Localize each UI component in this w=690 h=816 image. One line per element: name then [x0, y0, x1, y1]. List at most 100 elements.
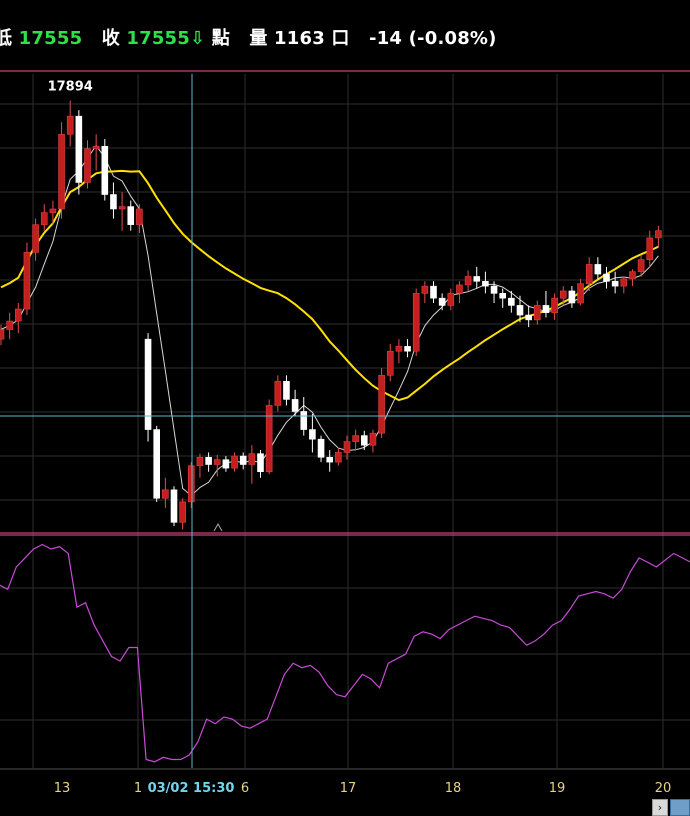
quote-summary: 低 17555 收 17555⇩ 點 量 1163 口 -14 (-0.08%): [0, 24, 497, 50]
candle-up: [49, 208, 57, 213]
candle-down: [430, 285, 437, 299]
candle-down: [473, 276, 481, 282]
x-tick-label: 13: [54, 781, 71, 796]
candle-down: [516, 305, 524, 316]
candle-down: [438, 297, 446, 306]
indicator-line: [0, 543, 690, 763]
event-marker-icon: [213, 522, 223, 532]
x-tick-label: 17: [340, 781, 357, 796]
candle-down: [257, 453, 264, 473]
candle-up: [248, 453, 256, 465]
candle-down: [611, 281, 619, 287]
candle-up: [40, 212, 48, 225]
candle-down: [542, 305, 550, 313]
x-axis: 13 1 6 17 18 19 20: [54, 781, 672, 796]
max-price-label: 17894: [48, 80, 93, 95]
x-tick-label: 1: [134, 781, 142, 796]
panel-frame: [0, 70, 690, 770]
grid-lines: [0, 74, 690, 768]
low-label: 低: [0, 28, 13, 49]
candle-up: [646, 237, 654, 260]
candle-down: [291, 399, 299, 412]
scrollbar-thumb[interactable]: [670, 799, 690, 816]
candle-down: [499, 293, 507, 299]
candle-down: [127, 206, 135, 225]
candle-up: [655, 230, 662, 239]
crosshair-time-box: [141, 778, 241, 796]
candle-up: [15, 308, 22, 322]
scroll-right-button[interactable]: ›: [652, 799, 668, 816]
price-change: -14 (-0.08%): [369, 28, 497, 49]
candle-up: [136, 208, 143, 225]
candle-up: [585, 264, 593, 285]
candle-down: [101, 146, 109, 195]
crosshair-time-label: 03/02 15:30: [148, 781, 235, 796]
volume-value: 1163: [274, 28, 325, 49]
candle-up: [265, 405, 273, 473]
candle-down: [110, 194, 117, 210]
candle-down: [525, 314, 532, 321]
candle-down: [326, 456, 334, 463]
candle-down: [239, 455, 247, 465]
candle-down: [283, 381, 290, 400]
price-panel: 17894: [0, 80, 662, 532]
candle-up: [92, 146, 100, 150]
candle-up: [0, 329, 5, 340]
quote-header: 低 17555 收 17555⇩ 點 量 1163 口 -14 (-0.08%): [0, 0, 690, 72]
candle-up: [577, 283, 584, 304]
candle-up: [213, 459, 221, 465]
candle-down: [603, 273, 610, 282]
candle-down: [309, 429, 316, 440]
candle-up: [162, 489, 169, 499]
x-tick-label: 18: [445, 781, 462, 796]
candle-up: [335, 452, 342, 463]
crosshair: 03/02 15:30: [0, 74, 690, 796]
points-unit-label: 點: [211, 28, 230, 49]
candle-down: [153, 429, 160, 499]
candle-down: [508, 297, 515, 306]
ma-short-line: [0, 144, 659, 497]
candle-up: [196, 456, 204, 467]
candle-up: [369, 432, 377, 446]
down-arrow-icon: ⇩: [190, 28, 206, 49]
close-value: 17555: [126, 28, 190, 49]
candle-up: [6, 320, 13, 330]
candle-up: [620, 278, 628, 287]
close-label: 收: [101, 28, 120, 49]
candle-up: [274, 381, 282, 406]
volume-unit: 口: [331, 28, 350, 49]
candle-up: [551, 297, 558, 313]
candle-up: [447, 293, 455, 306]
candle-up: [386, 350, 394, 376]
volume-label: 量: [249, 28, 268, 49]
candle-down: [490, 285, 498, 294]
candle-up: [412, 293, 420, 352]
candle-up: [464, 276, 472, 286]
candle-up: [118, 206, 126, 210]
candle-up: [32, 224, 39, 253]
candle-up: [559, 290, 567, 299]
x-tick-label: 19: [549, 781, 566, 796]
candle-up: [533, 305, 541, 321]
candle-down: [594, 264, 602, 275]
candle-up: [352, 435, 359, 442]
x-tick-label: 6: [241, 781, 249, 796]
candle-down: [482, 281, 489, 287]
candle-up: [23, 252, 31, 310]
candle-down: [300, 411, 308, 430]
low-value: 17555: [18, 28, 83, 49]
candle-up: [84, 148, 91, 183]
candle-down: [317, 438, 325, 458]
ma-long-line: [0, 169, 659, 402]
candle-down: [568, 290, 576, 304]
candle-down: [404, 346, 411, 352]
candle-up: [378, 375, 385, 434]
candle-down: [75, 115, 83, 183]
candle-up: [188, 465, 195, 503]
indicator-panel: [0, 543, 690, 763]
candle-up: [66, 115, 74, 135]
candle-down: [144, 338, 152, 430]
candle-up: [343, 441, 351, 453]
candle-down: [170, 489, 178, 523]
